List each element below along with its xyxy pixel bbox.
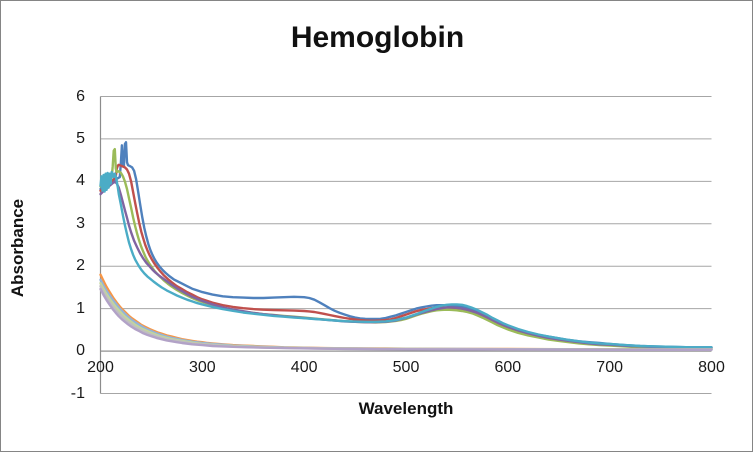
x-tick-label-800: 800	[698, 359, 725, 376]
series-line-hb-low-5-lavender	[99, 287, 713, 351]
x-axis-title: Wavelength	[358, 399, 454, 418]
y-tick-label--1: -1	[70, 384, 85, 402]
x-tick-label-600: 600	[494, 359, 522, 376]
x-tick-label-300: 300	[188, 359, 216, 376]
x-tick-label-700: 700	[596, 359, 623, 376]
y-tick-label-0: 0	[76, 342, 85, 360]
y-tick-label-2: 2	[76, 257, 85, 275]
y-tick-label-1: 1	[76, 299, 85, 317]
series-line-hb-high-2-red	[99, 163, 713, 349]
series-line-hb-high-4-purple	[99, 180, 713, 349]
series-line-hb-high-5-teal	[99, 170, 713, 349]
chart-title: Hemoglobin	[290, 21, 465, 54]
x-tick-label-500: 500	[392, 359, 420, 376]
x-tick-label-400: 400	[290, 359, 318, 376]
x-tick-label-200: 200	[87, 359, 114, 376]
y-tick-label-4: 4	[76, 172, 85, 190]
y-tick-label-6: 6	[76, 87, 85, 105]
y-tick-label-5: 5	[76, 129, 85, 147]
y-tick-label-3: 3	[76, 214, 85, 232]
